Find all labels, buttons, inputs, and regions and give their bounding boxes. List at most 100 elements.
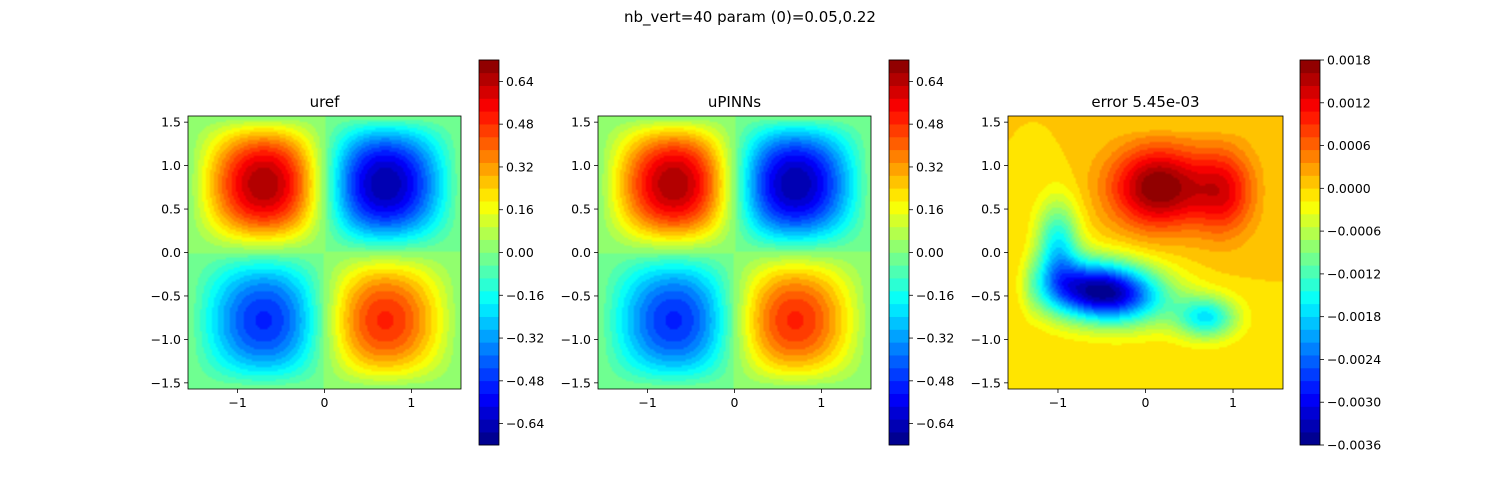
- colorbar-tick-label: −0.0036: [1327, 438, 1381, 453]
- colorbar-level: [1300, 136, 1320, 151]
- x-tick-label: 0: [321, 395, 329, 410]
- colorbar-level: [889, 136, 909, 151]
- y-tick-label: 0.5: [571, 202, 591, 217]
- colorbar-level: [1300, 342, 1320, 356]
- colorbar-level: [889, 393, 909, 407]
- colorbar-level: [889, 213, 909, 228]
- colorbar-level: [1300, 393, 1320, 407]
- colorbar-level: [479, 149, 499, 163]
- colorbar-tick-label: 0.0018: [1327, 53, 1371, 68]
- colorbar-level: [1300, 162, 1320, 176]
- colorbar-level: [1300, 406, 1320, 420]
- colorbar-tick-label: 0.32: [506, 159, 534, 174]
- y-tick-label: −1.5: [151, 375, 181, 390]
- colorbar: −0.0036 −0.0030 −0.0024 −0.0018 −0.0012 −0.00…: [1299, 53, 1381, 453]
- colorbar-level: [1300, 277, 1320, 292]
- colorbar-level: [479, 290, 499, 305]
- heatmap-image: [188, 116, 461, 389]
- colorbar-tick-label: −0.64: [916, 416, 954, 431]
- y-tick-label: 1.5: [161, 115, 181, 130]
- colorbar-level: [479, 239, 499, 253]
- colorbar-level: [479, 419, 499, 433]
- colorbar-level: [479, 123, 499, 138]
- y-tick-label: 1.0: [161, 158, 181, 173]
- colorbar-level: [889, 85, 909, 99]
- colorbar-level: [1300, 213, 1320, 228]
- colorbar-level: [889, 367, 909, 382]
- colorbar-level: [889, 316, 909, 330]
- colorbar-level: [1300, 59, 1320, 74]
- colorbar-tick-label: −0.16: [916, 288, 954, 303]
- colorbar-tick-label: −0.32: [916, 331, 954, 346]
- y-tick-label: 1.0: [571, 158, 591, 173]
- colorbar-level: [1300, 188, 1320, 202]
- colorbar-level: [889, 431, 909, 446]
- colorbar-tick-label: −0.0012: [1327, 266, 1381, 281]
- colorbar-level: [889, 252, 909, 266]
- colorbar-level: [889, 59, 909, 74]
- panel-prediction: uPINNs−1 0 1−1.5−1.0−0.50.00.51.01.5−0.64−…: [561, 59, 954, 446]
- x-tick-label: 0: [1142, 395, 1150, 410]
- colorbar-level: [479, 111, 499, 125]
- colorbar-level: [479, 200, 499, 215]
- colorbar: −0.64 −0.48 −0.32 −0.16 0.00 0.16 0.32 0.48 0.64: [888, 59, 954, 446]
- colorbar-level: [889, 149, 909, 163]
- x-tick-label: 0: [731, 395, 739, 410]
- colorbar-tick-label: 0.00: [916, 245, 944, 260]
- colorbar-tick-label: 0.48: [506, 117, 534, 132]
- panel-title: error 5.45e-03: [1091, 93, 1199, 111]
- y-tick-label: −0.5: [971, 288, 1001, 303]
- colorbar-tick-label: −0.64: [506, 416, 544, 431]
- colorbar-level: [479, 367, 499, 382]
- colorbar-level: [479, 431, 499, 446]
- colorbar-level: [1300, 316, 1320, 330]
- y-tick-label: 0.5: [161, 202, 181, 217]
- y-tick-label: 0.0: [571, 245, 591, 260]
- colorbar-level: [1300, 419, 1320, 433]
- heatmap-image: [598, 116, 871, 389]
- panel-error: error 5.45e-03 −1 0 1 −1.5 −1.0 −0.5 0.0 0.5 1.0 1…: [971, 53, 1382, 453]
- colorbar-level: [479, 265, 499, 279]
- colorbar-level: [479, 72, 499, 86]
- colorbar-level: [479, 85, 499, 99]
- colorbar-level: [479, 188, 499, 202]
- colorbar-tick-label: −0.16: [506, 288, 544, 303]
- figure-title: nb_vert=40 param (0)=0.05,0.22: [624, 8, 876, 27]
- colorbar-level: [1300, 72, 1320, 86]
- colorbar-level: [889, 72, 909, 86]
- colorbar-level: [479, 354, 499, 369]
- x-tick-label: 1: [1229, 395, 1237, 410]
- colorbar-level: [1300, 239, 1320, 253]
- colorbar-level: [889, 98, 909, 112]
- x-tick-label: 1: [407, 395, 415, 410]
- colorbar-level: [889, 175, 909, 189]
- colorbar-level: [889, 123, 909, 138]
- colorbar-level: [1300, 329, 1320, 343]
- colorbar-tick-label: 0.16: [506, 202, 534, 217]
- colorbar-level: [479, 59, 499, 74]
- colorbar-level: [479, 136, 499, 151]
- colorbar-tick-label: −0.48: [916, 373, 954, 388]
- colorbar-level: [1300, 303, 1320, 317]
- colorbar-tick-label: 0.64: [916, 74, 944, 89]
- colorbar-level: [1300, 85, 1320, 99]
- colorbar-level: [889, 200, 909, 215]
- colorbar-tick-label: −0.0018: [1327, 309, 1381, 324]
- colorbar-level: [479, 226, 499, 240]
- colorbar-level: [889, 188, 909, 202]
- colorbar-tick-label: 0.00: [506, 245, 534, 260]
- colorbar-level: [1300, 111, 1320, 125]
- colorbar-level: [889, 162, 909, 176]
- colorbar-level: [889, 239, 909, 253]
- y-tick-label: −1.0: [971, 332, 1001, 347]
- colorbar-level: [1300, 252, 1320, 266]
- colorbar-level: [479, 252, 499, 266]
- colorbar-level: [1300, 149, 1320, 163]
- colorbar: −0.64 −0.48 −0.32 −0.16 0.00 0.16 0.32 0.48 0.64: [478, 59, 544, 446]
- colorbar-level: [1300, 265, 1320, 279]
- y-tick-label: −1.0: [561, 332, 591, 347]
- panel-title: uref: [310, 93, 341, 111]
- colorbar-level: [479, 329, 499, 343]
- colorbar-level: [889, 342, 909, 356]
